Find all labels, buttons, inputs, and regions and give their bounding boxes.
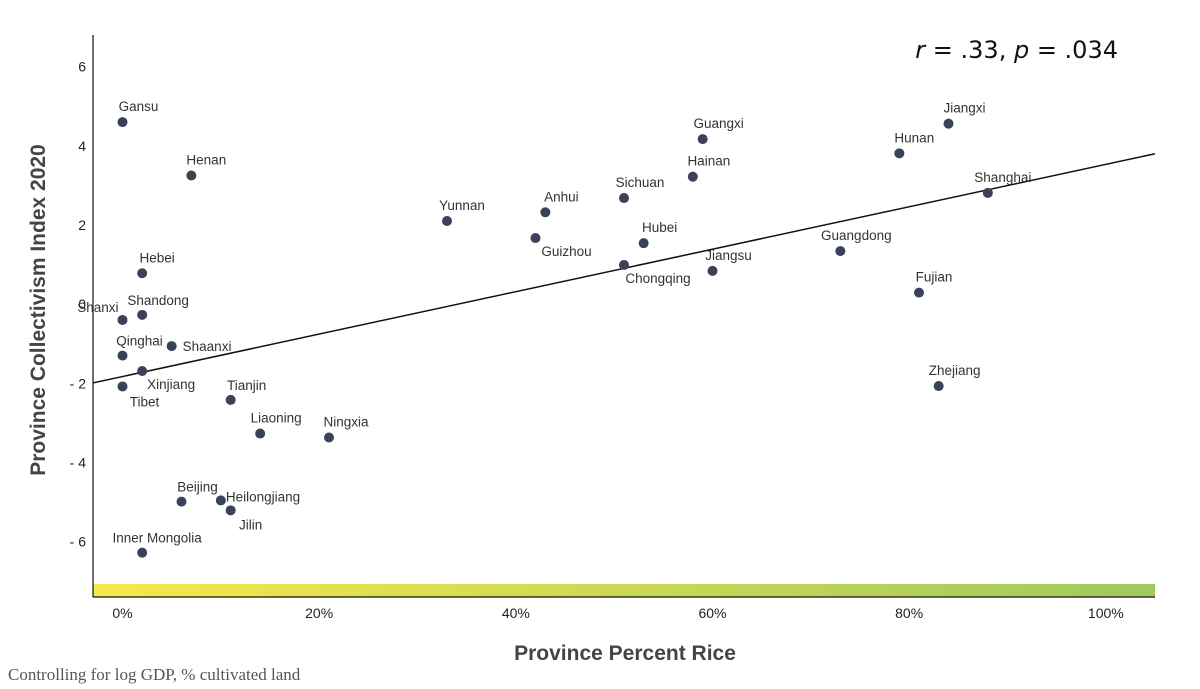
point-label-zhejiang: Zhejiang [929, 363, 981, 378]
data-point-yunnan [442, 216, 452, 227]
data-point-inner-mongolia [137, 547, 148, 558]
point-label-inner-mongolia: Inner Mongolia [113, 531, 203, 546]
y-tick-label: - 6 [70, 534, 87, 550]
point-label-heilongjiang: Heilongjiang [226, 489, 300, 504]
point-label-liaoning: Liaoning [251, 411, 302, 426]
x-tick-label: 100% [1088, 605, 1124, 621]
data-point-hainan [687, 171, 698, 182]
data-point-fujian [914, 287, 924, 298]
data-point-chongqing [619, 259, 629, 270]
point-label-jiangsu: Jiangsu [705, 248, 752, 263]
point-label-gansu: Gansu [119, 99, 159, 114]
point-label-ningxia: Ningxia [323, 415, 369, 430]
data-point-hunan [894, 148, 905, 159]
point-label-guangdong: Guangdong [821, 228, 892, 243]
data-point-sichuan [619, 193, 629, 204]
data-point-hebei [137, 268, 148, 279]
x-tick-label: 40% [502, 605, 530, 621]
point-labels: Gansu Henan Hebei Shanxi Shandong Qinghai Shaa… [77, 99, 1031, 546]
x-tick-label: 0% [112, 605, 132, 621]
r-value: = .33, [925, 36, 1014, 64]
data-point-jiangsu [707, 265, 718, 276]
data-point-xinjiang [137, 366, 148, 377]
y-tick-label: - 4 [70, 454, 87, 470]
data-point-gansu [117, 117, 128, 128]
point-label-xinjiang: Xinjiang [147, 377, 195, 392]
y-tick-label: 2 [78, 217, 86, 233]
data-point-beijing [176, 496, 187, 507]
data-point-ningxia [324, 432, 334, 443]
point-label-jiangxi: Jiangxi [943, 101, 985, 116]
x-tick-label: 20% [305, 605, 333, 621]
r-symbol: r [915, 36, 927, 64]
y-tick-label: - 2 [70, 375, 87, 391]
point-label-beijing: Beijing [177, 480, 218, 495]
point-label-fujian: Fujian [916, 270, 953, 285]
data-point-tibet [117, 381, 128, 392]
data-point-zhejiang [933, 381, 944, 392]
data-point-jilin [225, 505, 236, 516]
data-point-qinghai [117, 350, 128, 361]
point-label-hebei: Hebei [140, 250, 175, 265]
point-label-guizhou: Guizhou [541, 244, 591, 259]
point-label-hainan: Hainan [687, 154, 730, 169]
data-point-jiangxi [943, 118, 954, 129]
point-label-qinghai: Qinghai [116, 334, 163, 349]
data-points [117, 117, 993, 558]
x-tick-label: 80% [895, 605, 923, 621]
data-point-henan [186, 170, 197, 181]
point-label-hunan: Hunan [894, 130, 934, 145]
y-tick-label: 0 [78, 296, 86, 312]
point-label-shaanxi: Shaanxi [183, 339, 232, 354]
data-point-tianjin [225, 394, 236, 405]
data-point-guizhou [530, 233, 541, 244]
data-point-hubei [638, 238, 649, 249]
point-label-guangxi: Guangxi [694, 116, 744, 131]
point-label-anhui: Anhui [544, 189, 579, 204]
data-point-liaoning [255, 428, 266, 439]
point-label-yunnan: Yunnan [439, 198, 485, 213]
data-point-shanxi [117, 314, 128, 325]
data-point-shanghai [982, 187, 993, 198]
point-label-tianjin: Tianjin [227, 378, 266, 393]
y-tick-label: 6 [78, 59, 86, 75]
p-value: = .034 [1029, 36, 1118, 64]
data-point-guangdong [835, 246, 846, 257]
point-label-hubei: Hubei [642, 220, 677, 235]
point-label-jilin: Jilin [239, 517, 262, 532]
data-point-shaanxi [166, 341, 177, 352]
x-axis-title: Province Percent Rice [514, 642, 736, 665]
x-tick-label: 60% [698, 605, 726, 621]
point-label-shanxi: Shanxi [77, 300, 118, 315]
point-label-henan: Henan [186, 153, 226, 168]
point-label-tibet: Tibet [130, 394, 160, 409]
rice-gradient-bar [93, 584, 1155, 597]
y-axis-title: Province Collectivism Index 2020 [27, 144, 50, 476]
point-label-shandong: Shandong [127, 293, 189, 308]
point-label-chongqing: Chongqing [625, 271, 690, 286]
data-point-heilongjiang [215, 495, 226, 506]
data-point-guangxi [697, 134, 708, 145]
statistics-annotation: r = .33, p = .034 [915, 36, 1118, 64]
point-label-sichuan: Sichuan [616, 175, 665, 190]
point-label-shanghai: Shanghai [974, 170, 1031, 185]
y-tick-label: 4 [78, 138, 86, 154]
p-symbol: p [1013, 36, 1029, 64]
data-point-shandong [137, 309, 148, 320]
footnote: Controlling for log GDP, % cultivated la… [8, 665, 301, 684]
axes: 6 4 2 0 - 2 - 4 - 6 0% 20% 40% 60% 80% 100% [70, 35, 1155, 621]
data-point-anhui [540, 207, 551, 218]
